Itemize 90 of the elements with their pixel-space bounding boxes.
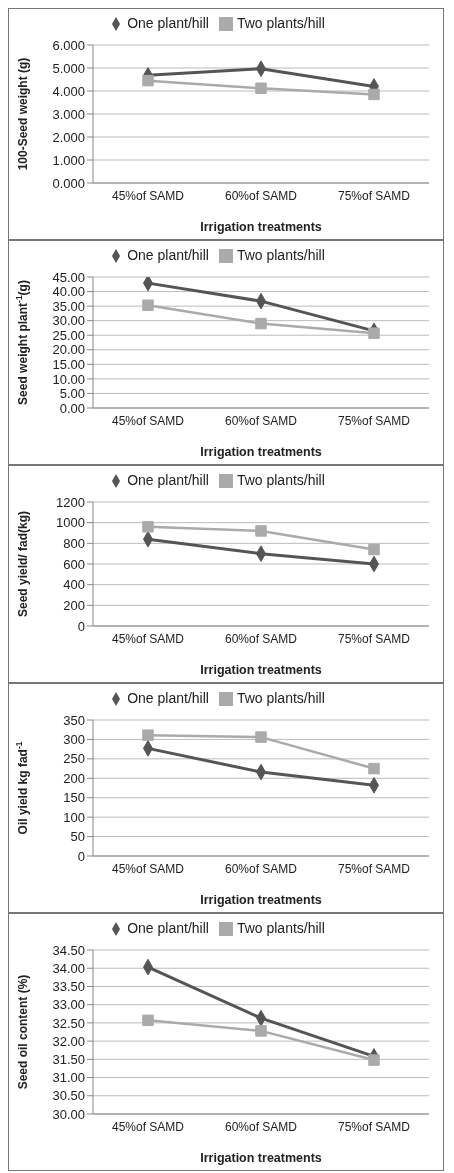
legend-label: One plant/hill — [127, 15, 209, 31]
y-tick-label: 30.00 — [52, 313, 85, 329]
y-tick-label: 0 — [77, 848, 85, 864]
y-tick-label: 15.00 — [52, 356, 85, 372]
x-axis-title: Irrigation treatments — [200, 663, 322, 677]
x-tick-label: 75%of SAMD — [337, 413, 411, 428]
point — [368, 543, 380, 556]
y-tick-label: 3.000 — [52, 106, 85, 122]
y-tick-label: 10.00 — [52, 371, 85, 387]
y-tick-label: 5.00 — [59, 386, 85, 402]
x-axis-title: Irrigation treatments — [200, 1151, 322, 1165]
y-tick-label: 300 — [63, 732, 85, 748]
legend-label: Two plants/hill — [236, 15, 325, 31]
y-tick-label: 30.00 — [52, 1106, 85, 1122]
legend-label: Two plants/hill — [236, 247, 325, 263]
point — [142, 729, 154, 741]
legend-label: Two plants/hill — [236, 920, 325, 936]
y-tick-label: 200 — [63, 770, 85, 786]
y-tick-label: 200 — [63, 597, 85, 613]
y-tick-label: 100 — [63, 809, 85, 825]
y-tick-label: 4.000 — [52, 83, 85, 99]
x-tick-label: 60%of SAMD — [224, 188, 298, 203]
x-tick-label: 45%of SAMD — [111, 413, 185, 428]
x-tick-label: 45%of SAMD — [111, 861, 185, 876]
point — [368, 762, 380, 775]
y-axis-title: 100-Seed weight (g) — [16, 57, 30, 171]
legend-label: One plant/hill — [127, 690, 209, 706]
x-tick-label: 60%of SAMD — [224, 1119, 298, 1134]
point — [255, 317, 267, 330]
y-tick-label: 1000 — [56, 515, 85, 531]
y-tick-label: 30.50 — [52, 1088, 85, 1104]
legend-label: One plant/hill — [127, 472, 209, 488]
y-tick-label: 2.000 — [52, 129, 85, 145]
point — [255, 731, 267, 743]
point — [368, 1054, 380, 1066]
point — [142, 521, 154, 533]
y-tick-label: 150 — [63, 790, 85, 806]
point — [255, 525, 267, 537]
x-tick-label: 60%of SAMD — [224, 861, 298, 876]
point — [368, 88, 380, 101]
x-tick-label: 60%of SAMD — [224, 413, 298, 428]
y-tick-label: 0.00 — [59, 400, 85, 416]
point — [255, 1025, 267, 1037]
point — [142, 1014, 154, 1027]
y-tick-label: 250 — [63, 751, 85, 767]
y-tick-label: 34.00 — [52, 960, 85, 976]
x-tick-label: 75%of SAMD — [337, 1119, 411, 1134]
y-tick-label: 6.000 — [52, 37, 85, 53]
y-tick-label: 31.00 — [52, 1070, 85, 1086]
x-axis-title: Irrigation treatments — [200, 893, 322, 907]
y-tick-label: 400 — [63, 577, 85, 593]
y-tick-label: 5.000 — [52, 60, 85, 76]
y-tick-label: 40.00 — [52, 284, 85, 300]
legend-label: Two plants/hill — [236, 472, 325, 488]
y-tick-label: 0.000 — [52, 175, 85, 191]
y-tick-label: 350 — [63, 712, 85, 728]
y-tick-label: 1200 — [56, 494, 85, 510]
x-tick-label: 75%of SAMD — [337, 861, 411, 876]
point — [142, 299, 154, 311]
x-tick-label: 75%of SAMD — [337, 631, 411, 646]
x-tick-label: 45%of SAMD — [111, 188, 185, 203]
y-tick-label: 20.00 — [52, 342, 85, 358]
y-tick-label: 32.50 — [52, 1015, 85, 1031]
y-tick-label: 35.00 — [52, 298, 85, 314]
legend-label: One plant/hill — [127, 920, 209, 936]
point — [142, 74, 154, 87]
y-axis-title: Seed yield/ fad(kg) — [16, 510, 30, 618]
point — [368, 327, 380, 339]
y-tick-label: 800 — [63, 535, 85, 551]
x-tick-label: 45%of SAMD — [111, 1119, 185, 1134]
x-tick-label: 60%of SAMD — [224, 631, 298, 646]
y-tick-label: 25.00 — [52, 327, 85, 343]
y-tick-label: 32.00 — [52, 1033, 85, 1049]
y-tick-label: 1.000 — [52, 152, 85, 168]
y-tick-label: 600 — [63, 556, 85, 572]
legend-label: Two plants/hill — [236, 690, 325, 706]
y-axis-title: Seed oil content (%) — [16, 974, 30, 1090]
y-tick-label: 33.50 — [52, 979, 85, 995]
point — [255, 82, 267, 94]
y-tick-label: 31.50 — [52, 1051, 85, 1067]
y-tick-label: 33.00 — [52, 997, 85, 1013]
y-tick-label: 34.50 — [52, 942, 85, 958]
x-tick-label: 75%of SAMD — [337, 188, 411, 203]
y-tick-label: 0 — [77, 618, 85, 634]
x-axis-title: Irrigation treatments — [200, 445, 322, 459]
y-tick-label: 50 — [70, 829, 85, 845]
legend-label: One plant/hill — [127, 247, 209, 263]
x-axis-title: Irrigation treatments — [200, 220, 322, 234]
y-tick-label: 45.00 — [52, 269, 85, 285]
x-tick-label: 45%of SAMD — [111, 631, 185, 646]
